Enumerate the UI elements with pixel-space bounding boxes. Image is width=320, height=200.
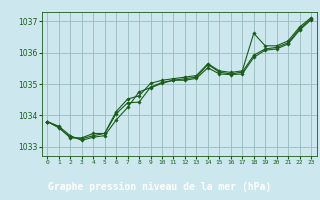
Text: Graphe pression niveau de la mer (hPa): Graphe pression niveau de la mer (hPa) [48,181,272,192]
